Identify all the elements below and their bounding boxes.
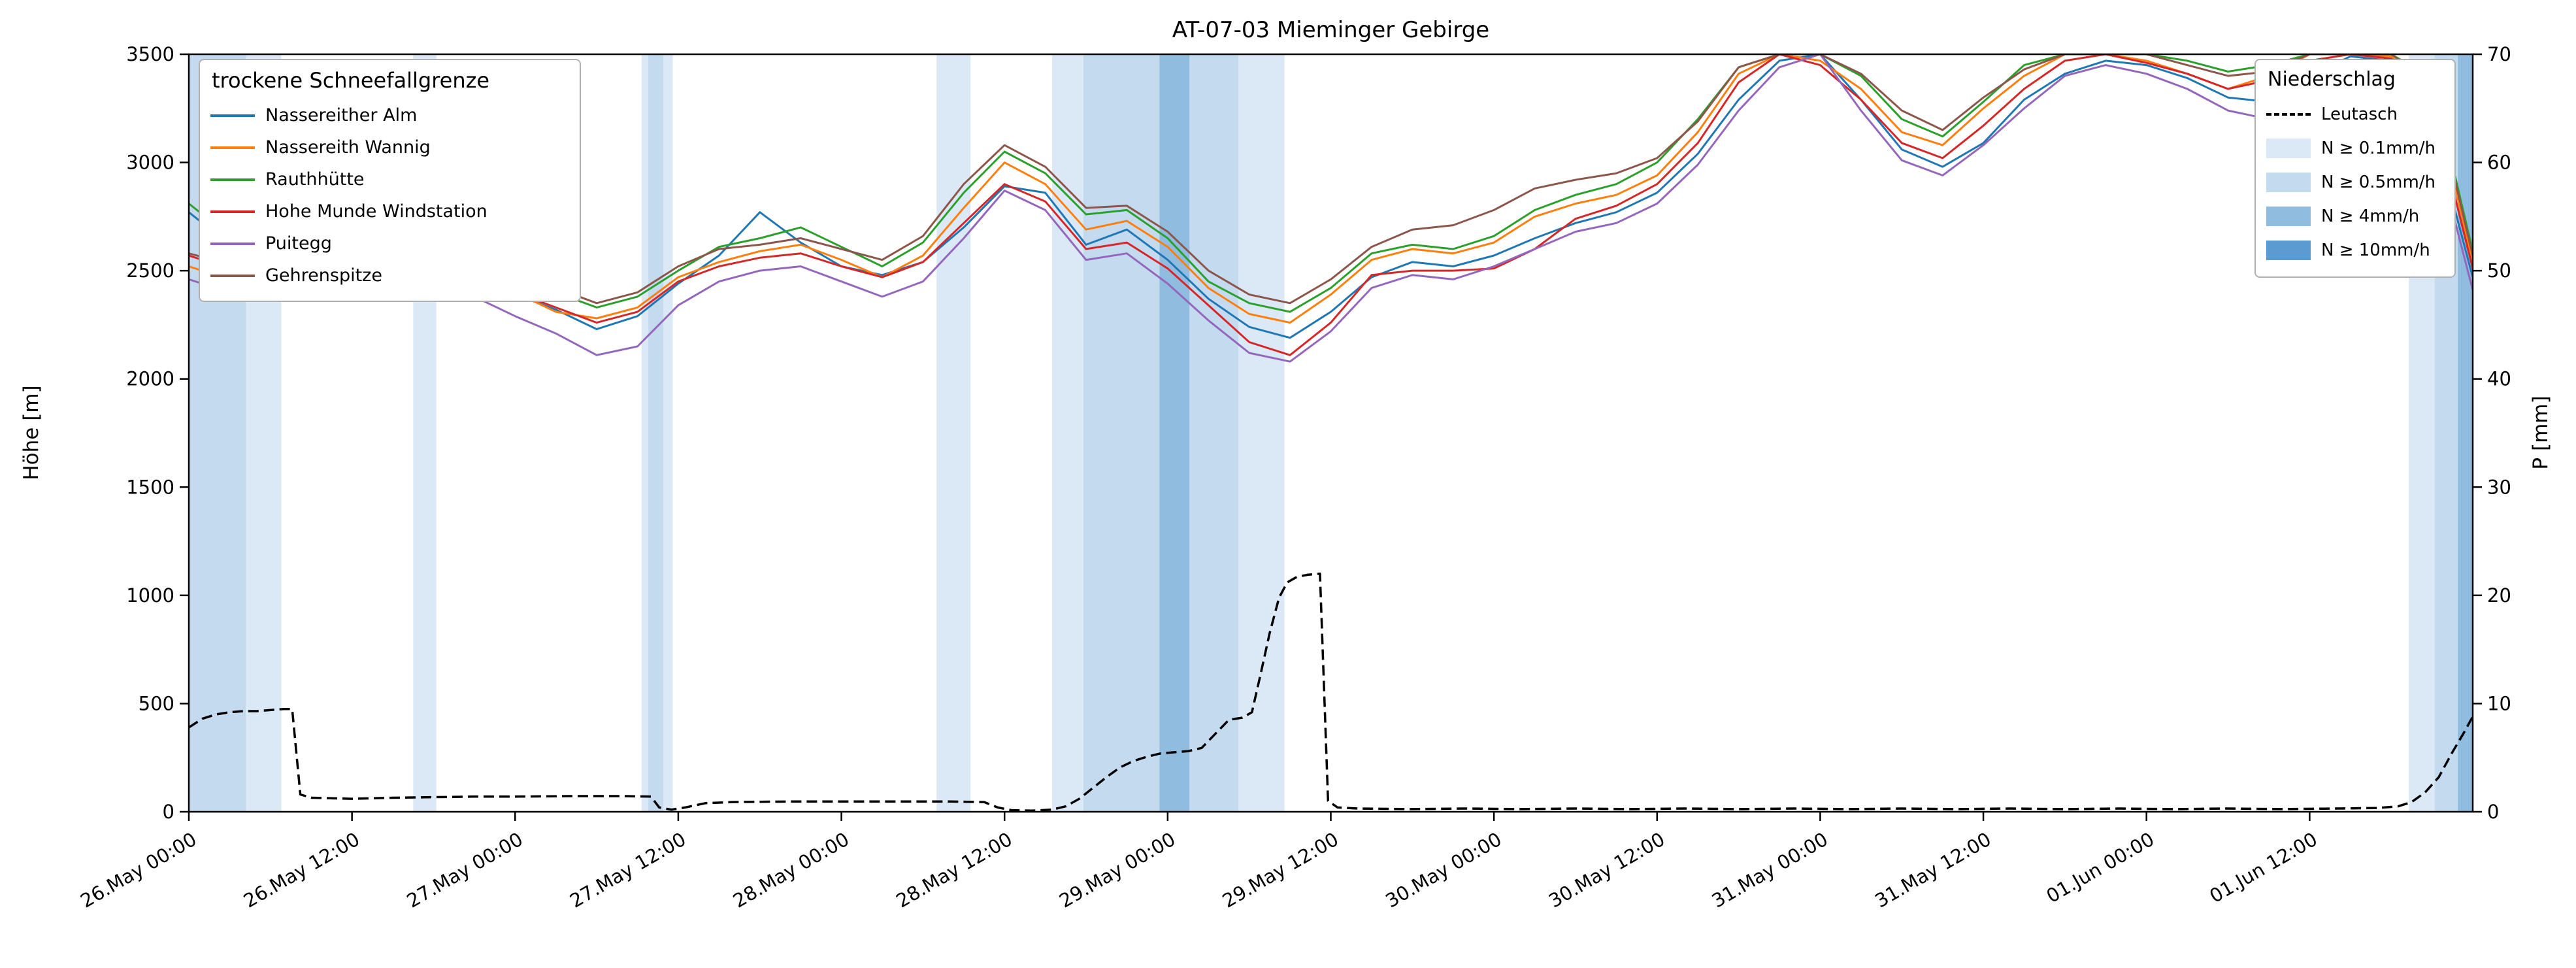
patch-swatch (2266, 173, 2311, 192)
x-tick-label: 30.May 00:00 (1381, 828, 1505, 912)
legend-snowline-title: trockene Schneefallgrenze (212, 68, 490, 93)
x-tick-label: 31.May 00:00 (1708, 828, 1832, 912)
patch-swatch (2266, 139, 2311, 158)
precip-band (2458, 54, 2473, 812)
legend-label: N ≥ 4mm/h (2321, 207, 2420, 226)
precip-line-leutasch (189, 572, 2473, 812)
line-swatch-rauthh-tte (210, 178, 255, 181)
legend-item-n-0-1mm-h: N ≥ 0.1mm/h (2266, 131, 2441, 165)
legend-snowline-items: Nassereither Alm Nassereith Wannig Rauthhü… (210, 99, 567, 292)
x-tick-label: 29.May 12:00 (1219, 828, 1342, 912)
x-tick-label: 31.May 12:00 (1871, 828, 1994, 912)
legend-label: Leutasch (2321, 105, 2398, 124)
y-left-tick-label: 1000 (126, 584, 174, 607)
precip-band (648, 54, 664, 812)
legend-label: Hohe Munde Windstation (265, 201, 487, 222)
dashed-line-swatch (2266, 113, 2311, 116)
legend-label: N ≥ 0.1mm/h (2321, 139, 2436, 158)
legend-snowline: trockene Schneefallgrenze Nassereither A… (199, 59, 581, 302)
y-right-tick-label: 40 (2487, 368, 2511, 390)
series-line-hohe-munde-windstation (189, 54, 2473, 356)
series-line-nassereither-alm (189, 54, 2473, 339)
legend-precip: Niederschlag Leutasch N ≥ 0.1mm/h N ≥ 0.5m… (2254, 59, 2456, 278)
x-tick-label: 27.May 12:00 (566, 828, 689, 912)
y-left-tick-label: 2000 (126, 368, 174, 390)
series-line-nassereith-wannig (189, 54, 2473, 324)
legend-item-rauthh-tte: Rauthhütte (210, 163, 567, 195)
x-tick-label: 26.May 12:00 (240, 828, 363, 912)
legend-item-puitegg: Puitegg (210, 227, 567, 259)
legend-label: N ≥ 0.5mm/h (2321, 173, 2436, 192)
legend-precip-title: Niederschlag (2268, 68, 2396, 91)
patch-swatch (2266, 207, 2311, 226)
legend-label: N ≥ 10mm/h (2321, 241, 2430, 260)
legend-item-hohe-munde-windstation: Hohe Munde Windstation (210, 195, 567, 227)
x-tick-label: 01.Jun 12:00 (2205, 828, 2321, 908)
legend-precip-items: Leutasch N ≥ 0.1mm/h N ≥ 0.5mm/h N ≥ 4mm/h N… (2266, 97, 2441, 267)
precip-band (936, 54, 971, 812)
y-right-tick-label: 20 (2487, 584, 2511, 607)
y-left-tick-label: 2500 (126, 259, 174, 282)
x-tick-label: 30.May 12:00 (1545, 828, 1668, 912)
legend-label: Nassereith Wannig (265, 137, 431, 158)
series-line-puitegg (189, 54, 2473, 363)
x-tick-label: 27.May 00:00 (403, 828, 527, 912)
x-tick-label: 01.Jun 00:00 (2043, 828, 2158, 908)
x-tick-label: 28.May 12:00 (892, 828, 1016, 912)
legend-item-leutasch: Leutasch (2266, 97, 2441, 131)
legend-item-n-10mm-h: N ≥ 10mm/h (2266, 233, 2441, 267)
line-swatch-hohe-munde-windstation (210, 210, 255, 213)
legend-item-n-0-5mm-h: N ≥ 0.5mm/h (2266, 165, 2441, 199)
legend-item-gehrenspitze: Gehrenspitze (210, 259, 567, 292)
legend-label: Nassereither Alm (265, 105, 418, 125)
y-left-tick-label: 1500 (126, 476, 174, 498)
y-left-tick-label: 3000 (126, 152, 174, 174)
legend-item-nassereither-alm: Nassereither Alm (210, 99, 567, 131)
line-swatch-gehrenspitze (210, 274, 255, 277)
chart-title: AT-07-03 Mieminger Gebirge (1172, 17, 1490, 43)
precip-line-group (189, 572, 2473, 812)
legend-label: Rauthhütte (265, 169, 365, 190)
line-swatch-nassereither-alm (210, 114, 255, 117)
y-left-tick-label: 3500 (126, 43, 174, 65)
legend-label: Puitegg (265, 233, 332, 254)
y-right-tick-label: 50 (2487, 259, 2511, 282)
line-swatch-nassereith-wannig (210, 146, 255, 149)
x-tick-label: 26.May 00:00 (76, 828, 200, 912)
patch-swatch (2266, 241, 2311, 260)
legend-item-n-4mm-h: N ≥ 4mm/h (2266, 199, 2441, 233)
y-right-tick-label: 70 (2487, 43, 2511, 65)
y-right-tick-label: 0 (2487, 801, 2499, 823)
legend-label: Gehrenspitze (265, 265, 382, 286)
y-left-tick-label: 500 (139, 692, 174, 714)
x-tick-label: 28.May 00:00 (729, 828, 853, 912)
line-swatch-puitegg (210, 242, 255, 245)
y-right-tick-label: 10 (2487, 692, 2511, 714)
x-tick-label: 29.May 00:00 (1055, 828, 1179, 912)
y-right-tick-label: 60 (2487, 152, 2511, 174)
y-right-tick-label: 30 (2487, 476, 2511, 498)
legend-item-nassereith-wannig: Nassereith Wannig (210, 131, 567, 163)
y-left-tick-label: 0 (163, 801, 174, 823)
precip-band (1159, 54, 1190, 812)
